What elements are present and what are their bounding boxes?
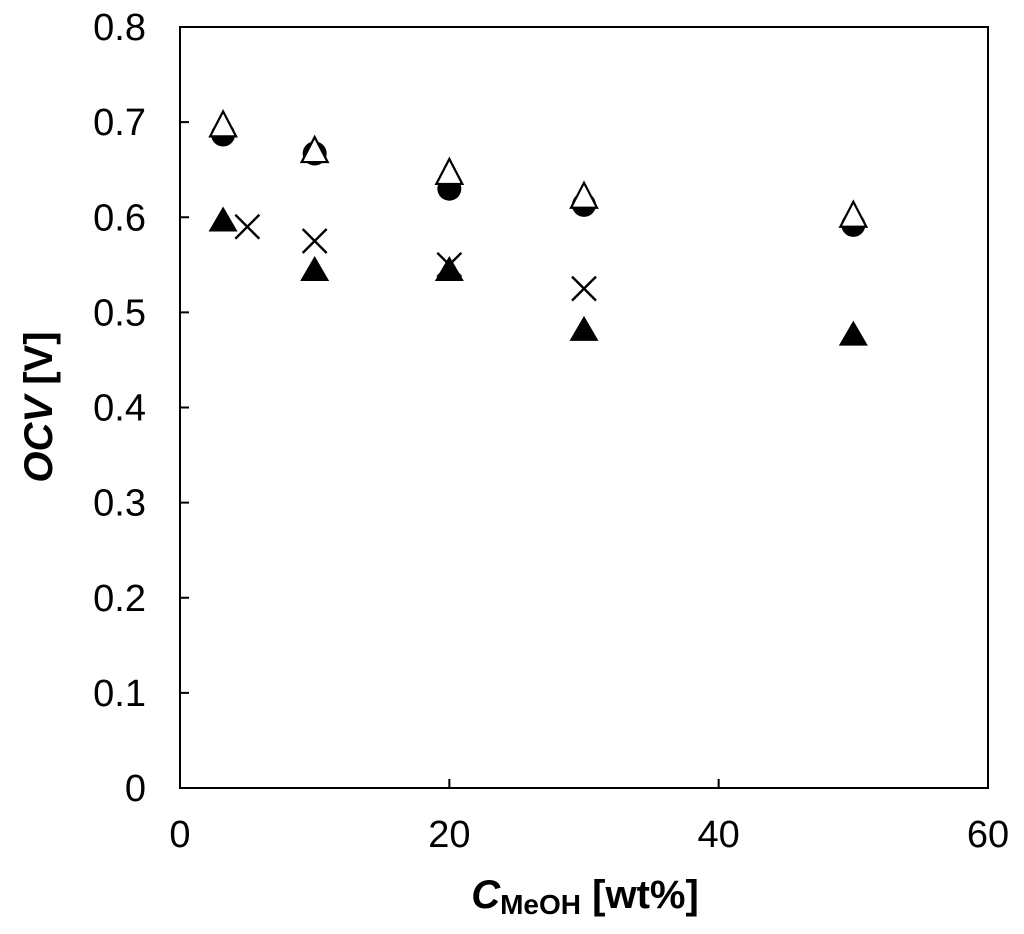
data-points <box>208 108 869 346</box>
point-open-triangle <box>434 156 465 186</box>
point-filled-triangle <box>434 255 464 281</box>
x-axis: 0 20 40 60 <box>169 779 1009 856</box>
x-axis-title: CMeOH [wt%] <box>471 873 699 920</box>
point-open-triangle <box>569 180 599 209</box>
x-tick-label: 60 <box>967 814 1009 856</box>
y-tick-label: 0 <box>125 768 146 810</box>
point-filled-triangle <box>838 320 868 346</box>
y-tick-label: 0.3 <box>93 483 146 525</box>
x-axis-title-subscript: MeOH <box>500 889 581 920</box>
y-tick-label: 0.1 <box>93 673 146 715</box>
y-axis: 0 0.1 0.2 0.3 0.4 0.5 0.6 0.7 0.8 <box>93 7 189 810</box>
x-tick-label: 40 <box>698 814 740 856</box>
point-cross <box>234 213 261 240</box>
x-axis-title-unit: [wt%] <box>581 873 699 917</box>
y-tick-label: 0.4 <box>93 388 146 430</box>
x-tick-label: 20 <box>428 814 470 856</box>
point-cross <box>301 228 328 254</box>
y-axis-title-unit: [V] <box>17 331 61 395</box>
point-open-triangle <box>299 134 330 164</box>
y-tick-label: 0.7 <box>93 102 146 144</box>
point-cross <box>436 251 463 278</box>
point-open-triangle <box>838 199 869 228</box>
x-tick-label: 0 <box>169 814 190 856</box>
y-axis-title: OCV [V] <box>17 331 61 482</box>
y-tick-label: 0.6 <box>93 197 146 239</box>
plot-area-frame <box>179 26 989 789</box>
point-open-triangle <box>208 108 238 138</box>
y-tick-label: 0.5 <box>93 292 146 334</box>
y-tick-label: 0.8 <box>93 7 146 49</box>
point-cross <box>571 275 597 302</box>
point-filled-triangle <box>300 255 330 281</box>
point-filled-triangle <box>208 206 238 232</box>
y-axis-title-main: OCV <box>17 393 61 483</box>
y-tick-label: 0.2 <box>93 578 146 620</box>
x-axis-title-main: C <box>471 873 501 917</box>
point-filled-triangle <box>569 315 599 341</box>
